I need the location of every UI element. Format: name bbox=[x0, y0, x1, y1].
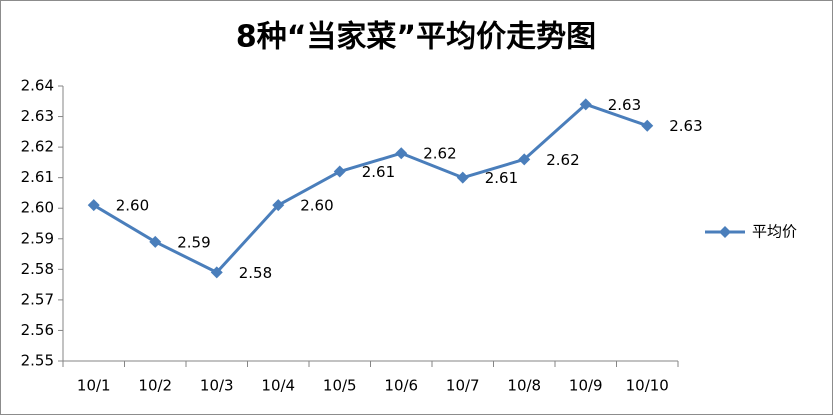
data-label: 2.61 bbox=[362, 163, 395, 181]
y-tick-label: 2.58 bbox=[21, 260, 54, 278]
y-tick-label: 2.62 bbox=[21, 138, 54, 156]
data-label: 2.60 bbox=[116, 197, 149, 215]
x-tick-label: 10/5 bbox=[323, 377, 357, 395]
data-label: 2.62 bbox=[546, 151, 579, 169]
x-tick-label: 10/6 bbox=[384, 377, 418, 395]
x-tick-label: 10/7 bbox=[446, 377, 480, 395]
point-marker bbox=[641, 119, 654, 132]
point-marker bbox=[579, 98, 592, 111]
x-tick-label: 10/4 bbox=[261, 377, 295, 395]
data-label: 2.62 bbox=[423, 145, 456, 163]
point-marker bbox=[87, 199, 100, 212]
y-tick-label: 2.56 bbox=[21, 321, 54, 339]
point-marker bbox=[395, 147, 408, 160]
y-tick-label: 2.60 bbox=[21, 199, 54, 217]
x-tick-label: 10/8 bbox=[507, 377, 541, 395]
y-tick-label: 2.55 bbox=[21, 352, 54, 370]
x-tick-label: 10/9 bbox=[569, 377, 603, 395]
y-tick-label: 2.59 bbox=[21, 229, 54, 247]
y-tick-label: 2.61 bbox=[21, 168, 54, 186]
point-marker bbox=[272, 199, 285, 212]
x-tick-label: 10/10 bbox=[626, 377, 669, 395]
data-label: 2.63 bbox=[608, 96, 641, 114]
data-label: 2.61 bbox=[485, 169, 518, 187]
point-marker bbox=[210, 266, 223, 279]
point-marker bbox=[149, 235, 162, 248]
data-label: 2.60 bbox=[300, 197, 333, 215]
y-tick-label: 2.64 bbox=[21, 77, 54, 95]
x-tick-label: 10/3 bbox=[200, 377, 234, 395]
data-label: 2.58 bbox=[239, 264, 272, 282]
x-tick-label: 10/1 bbox=[77, 377, 111, 395]
line-series bbox=[92, 102, 648, 274]
data-label: 2.63 bbox=[669, 117, 702, 135]
data-label: 2.59 bbox=[177, 233, 210, 251]
legend-marker bbox=[719, 226, 731, 238]
chart-title: 8种“当家菜”平均价走势图 bbox=[236, 20, 596, 55]
point-marker bbox=[333, 165, 346, 178]
y-tick-label: 2.63 bbox=[21, 107, 54, 125]
point-marker bbox=[518, 153, 531, 166]
y-tick-label: 2.57 bbox=[21, 290, 54, 308]
x-tick-label: 10/2 bbox=[138, 377, 172, 395]
legend-label: 平均价 bbox=[752, 223, 797, 241]
point-marker bbox=[456, 171, 469, 184]
